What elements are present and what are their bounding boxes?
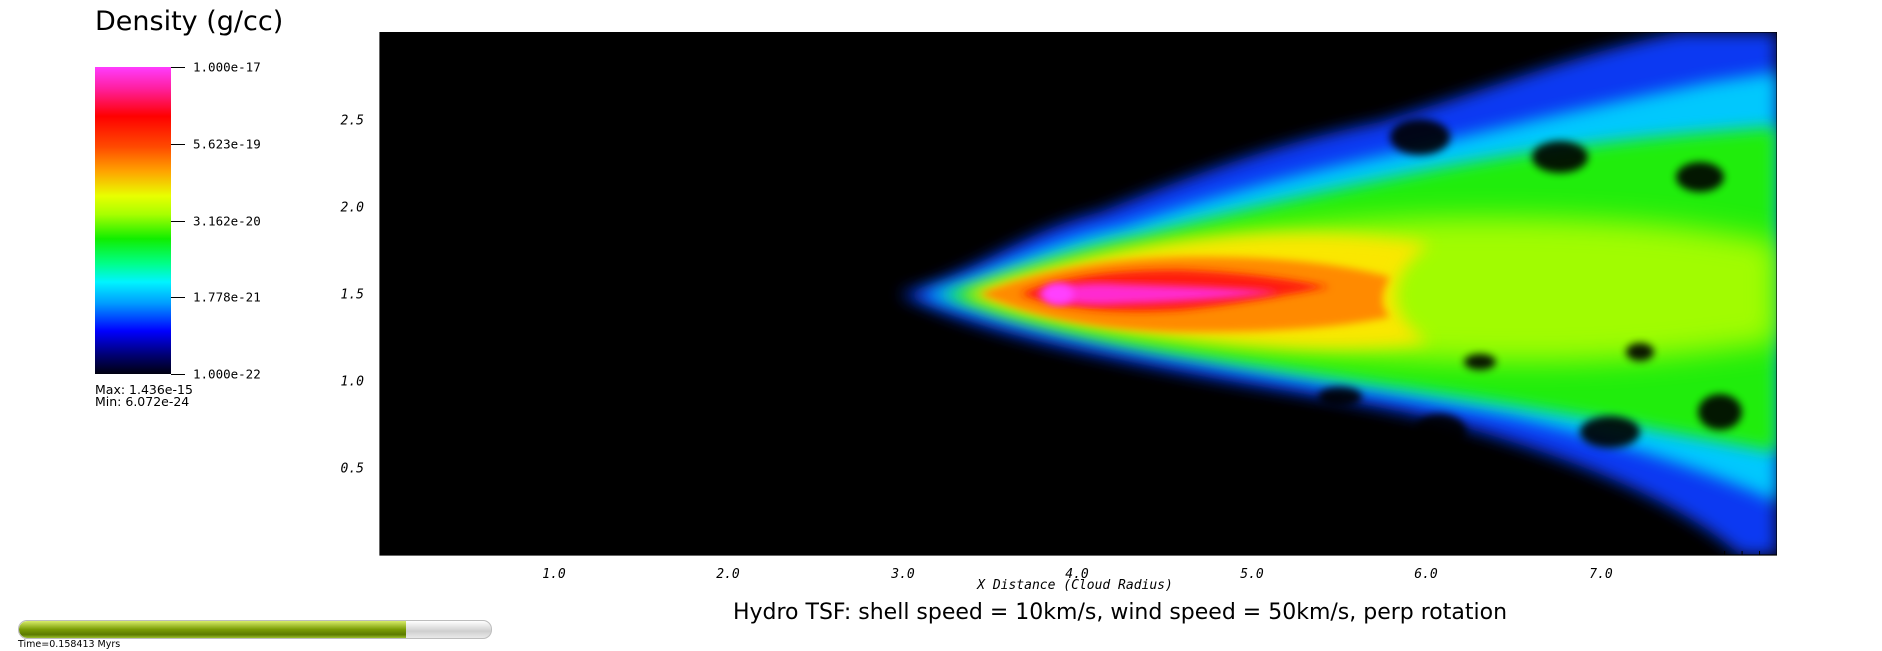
colorbar-tick-label: 5.623e-19: [193, 136, 261, 152]
colorbar-tick: [171, 374, 185, 375]
colorbar-tick: [171, 221, 185, 222]
time-slider[interactable]: [18, 620, 492, 639]
colorbar-tick-label: 1.778e-21: [193, 289, 261, 305]
colorbar-gradient: [95, 67, 171, 374]
y-tick-label: 2.0: [340, 200, 364, 216]
chart-title: Hydro TSF: shell speed = 10km/s, wind sp…: [732, 600, 1508, 625]
x-tick-label: 5.0: [1240, 567, 1264, 582]
colorbar-tick-label: 1.000e-22: [193, 366, 261, 382]
plot-frame: [378, 31, 1778, 556]
x-axis-label: X Distance (Cloud Radius): [977, 578, 1173, 593]
x-tick-label: 7.0: [1589, 567, 1613, 582]
colorbar-title: Density (g/cc): [95, 6, 284, 37]
y-tick-label: 1.5: [340, 287, 364, 303]
x-tick-label: 3.0: [891, 567, 915, 582]
density-heatmap: [380, 32, 1777, 555]
time-slider-fill: [19, 621, 407, 638]
x-tick-label: 4.0: [1065, 567, 1089, 582]
density-peak: [1042, 283, 1074, 305]
y-tick-label: 1.0: [340, 374, 364, 390]
y-tick-label: 0.5: [340, 461, 364, 477]
colorbar-min: Min: 6.072e-24: [95, 394, 190, 409]
density-region-core: [1035, 283, 1280, 305]
colorbar-tick: [171, 67, 185, 68]
colorbar-max: Max: 1.436e-15: [95, 382, 193, 397]
density-heatmap-svg: [380, 32, 1777, 555]
plot-border: [379, 31, 1778, 556]
x-tick-label: 6.0: [1414, 567, 1438, 582]
plot-axes: [379, 31, 1778, 556]
colorbar-tick-label: 3.162e-20: [193, 213, 261, 229]
density-voids: [1318, 119, 1742, 450]
time-label: Time=0.158413 Myrs: [18, 639, 121, 650]
colorbar-tick-label: 1.000e-17: [193, 59, 261, 75]
x-tick-label: 1.0: [542, 567, 566, 582]
x-tick-label: 2.0: [716, 567, 740, 582]
colorbar-tick: [171, 297, 185, 298]
colorbar-tick: [171, 144, 185, 145]
y-tick-label: 2.5: [340, 113, 364, 129]
